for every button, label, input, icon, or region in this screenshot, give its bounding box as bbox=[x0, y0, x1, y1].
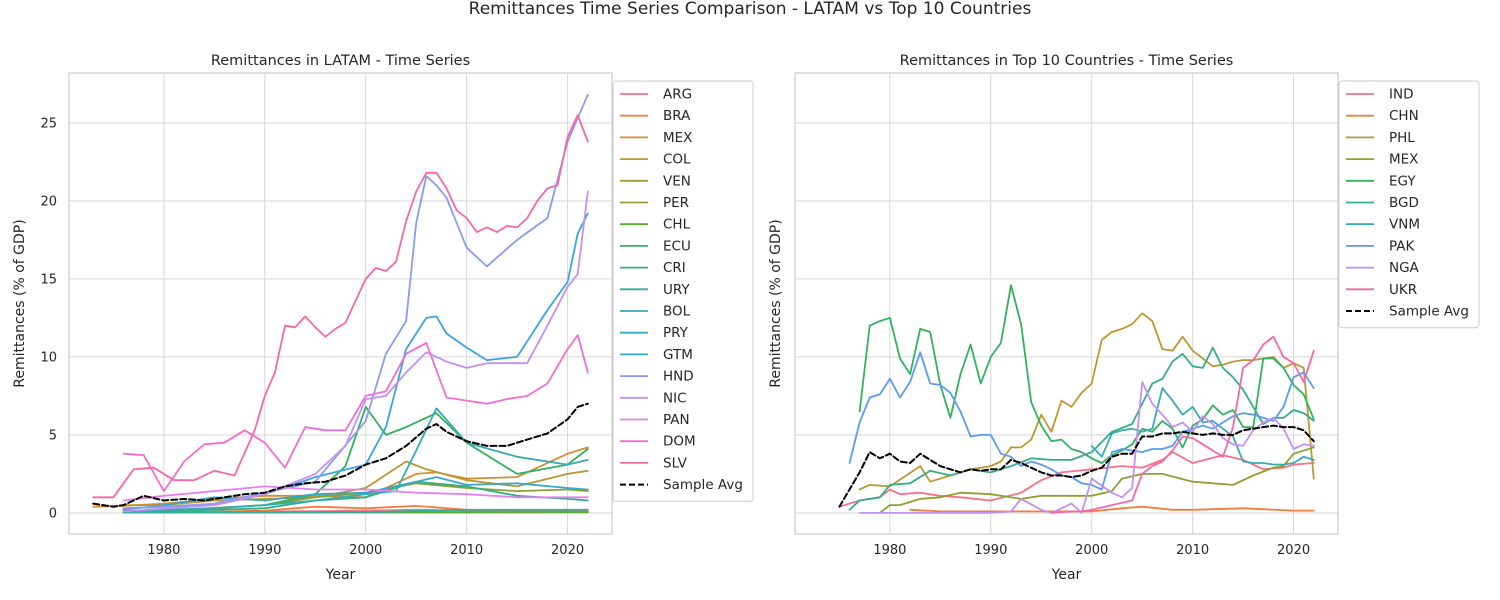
legend-label: DOM bbox=[663, 434, 696, 450]
legend-label: IND bbox=[1389, 87, 1413, 103]
plot-area bbox=[69, 73, 612, 534]
plot-frame bbox=[794, 72, 1339, 535]
series-line-slv bbox=[92, 114, 589, 499]
legend-label: PRY bbox=[663, 325, 689, 341]
chart-panel-2: 1980 1990 2000 2010 2020 Year Remittances (% o… bbox=[768, 53, 1480, 583]
x-axis-label: Year bbox=[325, 567, 356, 583]
chart-title: Remittances in Top 10 Countries - Time S… bbox=[900, 53, 1234, 69]
x-tick-label: 2000 bbox=[349, 543, 382, 558]
series-line-ury bbox=[122, 508, 589, 514]
legend-label: ECU bbox=[663, 238, 691, 254]
y-axis-label: Remittances (% of GDP) bbox=[768, 219, 784, 387]
legend-box bbox=[612, 80, 754, 502]
y-tick-label: 10 bbox=[40, 350, 57, 365]
series-lines bbox=[838, 284, 1315, 514]
series-line-vnm bbox=[1090, 387, 1315, 466]
legend-label: UKR bbox=[1389, 282, 1417, 298]
legend-label: NIC bbox=[663, 390, 687, 406]
x-tick-label: 2000 bbox=[1075, 543, 1108, 558]
series-line-mex bbox=[878, 446, 1315, 514]
x-tick-label: 2010 bbox=[450, 543, 483, 558]
chart-title: Remittances in LATAM - Time Series bbox=[211, 53, 470, 69]
legend-label: EGY bbox=[1389, 173, 1416, 189]
series-line-egy bbox=[858, 284, 1315, 464]
series-line-nic bbox=[122, 190, 589, 513]
y-tick-label: 20 bbox=[40, 194, 57, 209]
x-axis-label: Year bbox=[1051, 567, 1082, 583]
legend-label: VEN bbox=[663, 173, 691, 189]
legend-label: CHL bbox=[663, 217, 691, 233]
legend-label: HND bbox=[663, 369, 694, 385]
figure-suptitle: Remittances Time Series Comparison - LAT… bbox=[469, 0, 1032, 19]
legend-label: PAN bbox=[663, 412, 690, 428]
plot-area bbox=[795, 73, 1338, 534]
x-tick-label: 2020 bbox=[1277, 543, 1310, 558]
legend-label: Sample Avg bbox=[1389, 304, 1469, 320]
series-line-dom bbox=[122, 334, 589, 493]
chart-panels: 1980 1990 2000 2010 2020 0 5 10 15 20 25 Year Remitt… bbox=[12, 53, 1480, 583]
grid bbox=[795, 73, 1338, 534]
y-tick-label: 25 bbox=[40, 116, 57, 131]
legend-label: GTM bbox=[663, 347, 693, 363]
legend: ARG BRA MEX COL VEN PER CHL ECU CRI URY BOL PRY GTM H… bbox=[612, 80, 754, 502]
x-tick-label: 2020 bbox=[551, 543, 584, 558]
x-tick-label: 1990 bbox=[248, 543, 281, 558]
x-tick-label: 2010 bbox=[1176, 543, 1209, 558]
x-tick-label: 1980 bbox=[147, 543, 180, 558]
y-tick-label: 15 bbox=[40, 272, 57, 287]
y-tick-label: 5 bbox=[49, 428, 57, 443]
series-line-ukr bbox=[1050, 335, 1315, 514]
series-line-hnd bbox=[122, 93, 589, 510]
series-lines bbox=[92, 93, 589, 514]
x-tick-label: 1980 bbox=[873, 543, 906, 558]
legend-label: Sample Avg bbox=[663, 477, 743, 493]
legend-label: COL bbox=[663, 152, 691, 168]
series-line-pry bbox=[122, 476, 589, 511]
y-tick-label: 0 bbox=[49, 506, 57, 521]
plot-frame bbox=[68, 72, 613, 535]
legend-label: NGA bbox=[1389, 260, 1420, 276]
legend-label: MEX bbox=[663, 130, 692, 146]
series-line-chn bbox=[909, 505, 1315, 513]
series-line-pak bbox=[848, 351, 1315, 491]
legend-label: URY bbox=[663, 282, 690, 298]
series-line-pan bbox=[122, 485, 589, 502]
legend-label: MEX bbox=[1389, 152, 1418, 168]
legend-label: ARG bbox=[663, 87, 692, 103]
x-tick-label: 1990 bbox=[974, 543, 1007, 558]
legend-label: BOL bbox=[663, 304, 691, 320]
legend-label: SLV bbox=[663, 455, 688, 471]
series-line-sample-avg bbox=[92, 402, 589, 508]
legend-label: PHL bbox=[1389, 130, 1415, 146]
legend-label: BRA bbox=[663, 108, 691, 124]
series-line-sample-avg bbox=[838, 424, 1315, 508]
legend-box bbox=[1338, 80, 1480, 329]
legend-label: BGD bbox=[1389, 195, 1419, 211]
legend-label: CRI bbox=[663, 260, 686, 276]
series-line-nga bbox=[858, 380, 1315, 514]
y-axis-label: Remittances (% of GDP) bbox=[12, 219, 28, 387]
legend-label: VNM bbox=[1389, 217, 1420, 233]
legend: IND CHN PHL MEX EGY BGD VNM PAK NGA UKR Sample Avg bbox=[1338, 80, 1480, 329]
legend-label: PER bbox=[663, 195, 689, 211]
series-line-phl bbox=[858, 312, 1315, 491]
legend-label: PAK bbox=[1389, 238, 1416, 254]
legend-label: CHN bbox=[1389, 108, 1419, 124]
chart-panel-1: 1980 1990 2000 2010 2020 0 5 10 15 20 25 Year Remitt… bbox=[12, 53, 754, 583]
